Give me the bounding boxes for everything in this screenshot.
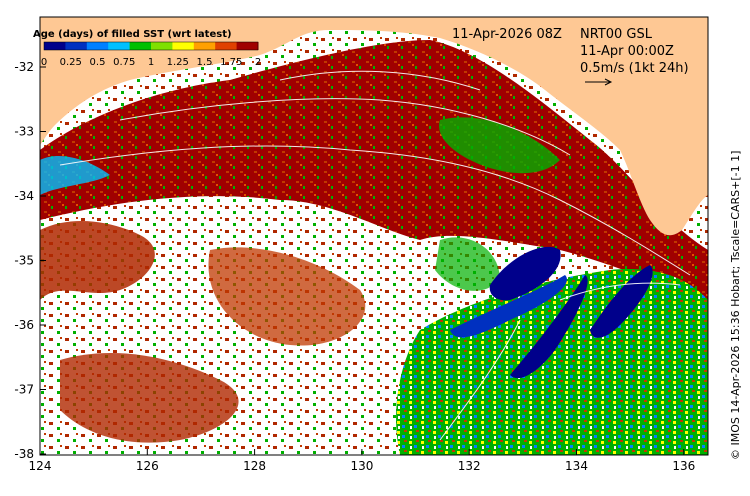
- colorbar-swatch: [44, 42, 66, 50]
- y-tick-label: -34: [14, 189, 34, 203]
- colorbar-tick-label: 0.5: [90, 57, 106, 68]
- sea-dark-blue-feature-3: [510, 275, 588, 379]
- sea-dark-blue-feature-1: [489, 246, 561, 301]
- sea-red-patch-south: [60, 352, 239, 443]
- y-tick-label: -35: [14, 254, 34, 268]
- y-axis: -32 -33 -34 -35 -36 -37 -38: [14, 60, 46, 461]
- plot-frame: [39, 16, 709, 456]
- y-tick-label: -37: [14, 383, 34, 397]
- y-tick-label: -33: [14, 125, 34, 139]
- x-axis: 124 126 128 130 132 134 136: [29, 449, 695, 473]
- colorbar-tick-labels: 0 0.25 0.5 0.75 1 1.25 1.5 1.75 2: [41, 57, 261, 68]
- colorbar-swatch: [172, 42, 195, 50]
- colorbar-swatch: [236, 42, 259, 50]
- colorbar-swatches: [43, 41, 259, 51]
- date-time-label: 11-Apr-2026 08Z: [452, 27, 562, 42]
- x-tick-label: 126: [136, 459, 159, 473]
- sea-red-patch-west: [40, 220, 155, 300]
- x-tick-label: 130: [350, 459, 373, 473]
- sea-dark-red-band: [40, 40, 708, 300]
- sea-green-patch-mid: [435, 237, 500, 291]
- y-tick-label: -36: [14, 318, 34, 332]
- x-tick-label: 124: [29, 459, 52, 473]
- sea-light-blue-strip: [40, 155, 110, 195]
- product-time-label: 11-Apr 00:00Z: [580, 44, 674, 59]
- colorbar-frame: [43, 41, 259, 51]
- current-streamlines: [59, 70, 691, 441]
- colorbar-tick-label: 0.25: [60, 57, 82, 68]
- map-field: [40, 17, 708, 455]
- colorbar-tick-label: 2: [255, 57, 261, 68]
- x-tick-label: 136: [672, 459, 695, 473]
- colorbar-swatch: [151, 42, 173, 50]
- y-tick-label: -38: [14, 447, 34, 461]
- credit-line: © IMOS 14-Apr-2026 15:36 Hobart; Tscale=…: [729, 151, 742, 460]
- colorbar-tick-label: 1.25: [167, 57, 189, 68]
- colorbar-tick-label: 1.5: [197, 57, 213, 68]
- colorbar-tick-label: 1: [148, 57, 154, 68]
- x-tick-label: 128: [243, 459, 266, 473]
- y-tick-label: -32: [14, 60, 34, 74]
- colorbar-tick-label: 0.75: [113, 57, 135, 68]
- x-tick-label: 132: [458, 459, 481, 473]
- velocity-scale-label: 0.5m/s (1kt 24h): [580, 61, 689, 76]
- colorbar-title: Age (days) of filled SST (wrt latest): [33, 29, 232, 40]
- colorbar-swatch: [65, 42, 88, 50]
- colorbar-tick-label: 0: [41, 57, 47, 68]
- x-tick-label: 134: [565, 459, 588, 473]
- land-mass: [40, 17, 708, 236]
- sea-red-patch-central: [208, 247, 366, 346]
- colorbar-swatch: [86, 42, 109, 50]
- colorbar-swatch: [108, 42, 131, 50]
- sea-dark-blue-feature-2: [450, 275, 567, 338]
- colorbar-tick-label: 1.75: [220, 57, 242, 68]
- sea-mixed-southeast: [396, 269, 708, 455]
- colorbar-swatch: [193, 42, 216, 50]
- colorbar-swatch: [129, 42, 152, 50]
- sea-green-patch-north: [439, 117, 560, 174]
- velocity-scale-arrow: [585, 78, 613, 86]
- colorbar-swatch: [215, 42, 238, 50]
- product-label: NRT00 GSL: [580, 27, 653, 42]
